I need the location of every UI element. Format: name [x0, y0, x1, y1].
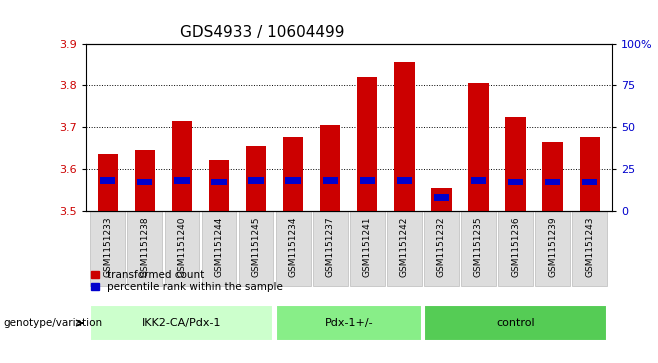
- Bar: [508, 179, 523, 185]
- Bar: [320, 125, 340, 211]
- Bar: [90, 211, 125, 286]
- Bar: [322, 177, 338, 184]
- Bar: [164, 211, 199, 286]
- FancyBboxPatch shape: [90, 305, 274, 341]
- Bar: [246, 146, 266, 211]
- Bar: [138, 179, 153, 185]
- Bar: [211, 179, 226, 185]
- Bar: [174, 177, 190, 184]
- Bar: [172, 121, 192, 211]
- Bar: [100, 177, 115, 184]
- Bar: [461, 211, 496, 286]
- Bar: [580, 138, 600, 211]
- Bar: [572, 211, 607, 286]
- Bar: [434, 194, 449, 200]
- Bar: [97, 154, 118, 211]
- Bar: [135, 150, 155, 211]
- Bar: [542, 142, 563, 211]
- Text: genotype/variation: genotype/variation: [3, 318, 103, 328]
- FancyBboxPatch shape: [276, 305, 422, 341]
- Bar: [505, 117, 526, 211]
- Bar: [360, 177, 375, 184]
- Bar: [498, 211, 533, 286]
- Bar: [357, 77, 378, 211]
- Bar: [424, 211, 459, 286]
- Bar: [239, 211, 274, 286]
- Bar: [128, 211, 163, 286]
- Bar: [387, 211, 422, 286]
- Bar: [249, 177, 264, 184]
- Text: control: control: [496, 318, 535, 328]
- FancyBboxPatch shape: [424, 305, 607, 341]
- Bar: [313, 211, 347, 286]
- Text: IKK2-CA/Pdx-1: IKK2-CA/Pdx-1: [142, 318, 222, 328]
- Bar: [471, 177, 486, 184]
- Text: GDS4933 / 10604499: GDS4933 / 10604499: [180, 25, 345, 40]
- Bar: [201, 211, 236, 286]
- Bar: [397, 177, 412, 184]
- Bar: [394, 62, 415, 211]
- Legend: transformed count, percentile rank within the sample: transformed count, percentile rank withi…: [91, 270, 284, 293]
- Bar: [276, 211, 311, 286]
- Bar: [431, 188, 451, 211]
- Bar: [350, 211, 385, 286]
- Bar: [545, 179, 560, 185]
- Bar: [209, 160, 229, 211]
- Bar: [468, 83, 489, 211]
- Bar: [283, 138, 303, 211]
- Bar: [535, 211, 570, 286]
- Bar: [286, 177, 301, 184]
- Text: Pdx-1+/-: Pdx-1+/-: [324, 318, 373, 328]
- Bar: [582, 179, 597, 185]
